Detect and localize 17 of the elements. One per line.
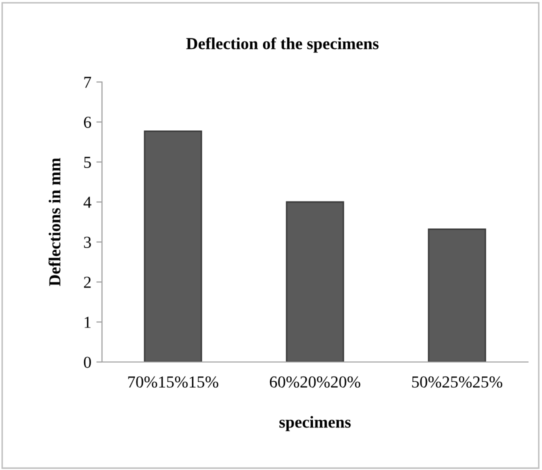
x-tick-label: 70%15%15% (128, 376, 218, 388)
y-tick-label: 2 (84, 276, 91, 288)
y-tick-label: 7 (84, 76, 92, 88)
bar (144, 130, 202, 362)
y-tick-label: 3 (84, 236, 91, 248)
y-tick-label: 5 (84, 156, 91, 168)
y-tick-label: 0 (84, 356, 91, 368)
y-tick-label: 4 (84, 196, 92, 208)
chart-title: Deflection of the specimens (186, 37, 379, 53)
bar (428, 228, 486, 362)
y-tick-label: 6 (84, 116, 92, 128)
y-tick-label: 1 (84, 316, 91, 328)
bar (286, 201, 344, 362)
y-axis-title: Deflections in mm (48, 158, 60, 286)
x-tick-label: 50%25%25% (412, 376, 502, 388)
x-axis-title: specimens (279, 416, 351, 432)
x-tick-label: 60%20%20% (270, 376, 360, 388)
